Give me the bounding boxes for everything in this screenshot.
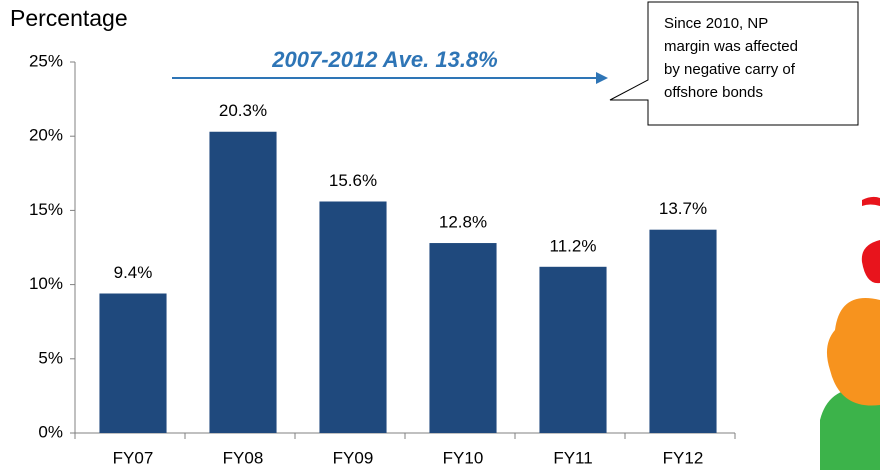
data-label: 20.3%	[219, 101, 267, 120]
x-tick-label: FY11	[553, 448, 592, 467]
data-label: 15.6%	[329, 171, 377, 190]
y-tick-label: 20%	[29, 126, 63, 145]
y-tick-label: 15%	[29, 200, 63, 219]
bar	[649, 230, 716, 433]
chart-title: Percentage	[10, 5, 128, 31]
y-tick-label: 0%	[38, 422, 63, 441]
bar	[539, 267, 606, 433]
x-tick-label: FY09	[333, 448, 374, 467]
decoration	[820, 197, 880, 470]
average-annotation: 2007-2012 Ave. 13.8%	[271, 47, 497, 72]
chart: Percentage 2007-2012 Ave. 13.8% 0% 5% 10% 1…	[0, 0, 880, 470]
data-label: 11.2%	[550, 236, 597, 255]
y-tick-label: 10%	[29, 274, 63, 293]
x-tick-label: FY12	[663, 448, 704, 467]
x-tick-label: FY08	[223, 448, 264, 467]
y-tick-label: 25%	[29, 51, 63, 70]
callout-text: offshore bonds	[664, 84, 763, 101]
bar	[319, 201, 386, 433]
bar	[209, 132, 276, 433]
bar	[99, 294, 166, 433]
data-label: 9.4%	[114, 263, 153, 282]
x-tick-label: FY10	[443, 448, 484, 467]
data-label: 12.8%	[439, 213, 487, 232]
callout-text: Since 2010, NP	[664, 15, 768, 32]
x-tick-label: FY07	[113, 448, 154, 467]
arrow-head	[596, 72, 608, 84]
callout-text: margin was affected	[664, 38, 798, 55]
y-tick-label: 5%	[38, 348, 63, 367]
callout-text: by negative carry of	[664, 61, 796, 78]
data-label: 13.7%	[659, 199, 707, 218]
bar	[429, 243, 496, 433]
